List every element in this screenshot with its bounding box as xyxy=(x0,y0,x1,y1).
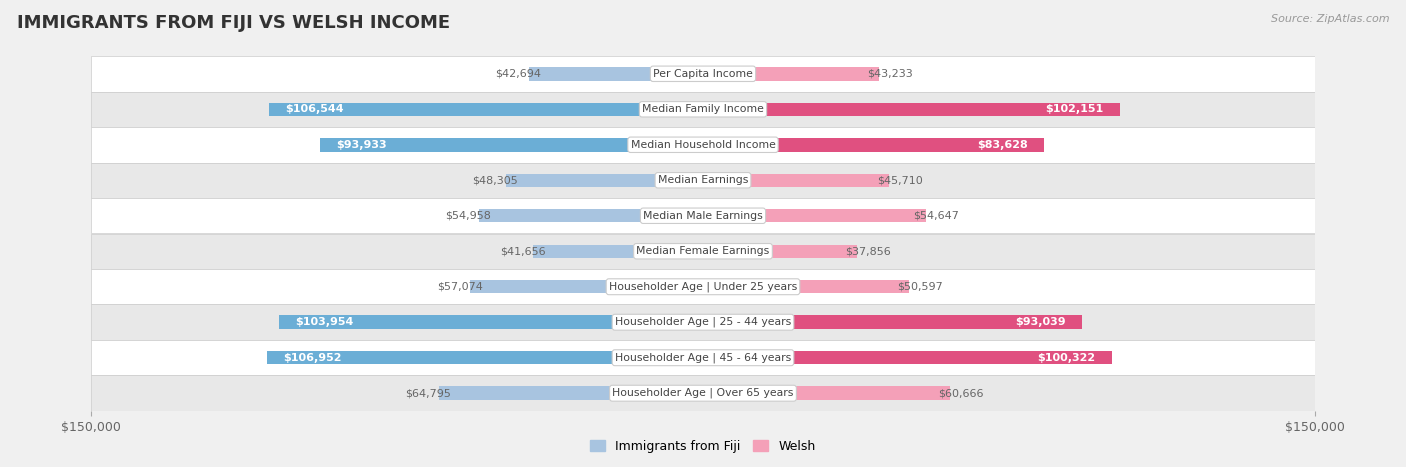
Bar xyxy=(703,387,950,400)
Bar xyxy=(529,67,703,80)
Bar xyxy=(703,280,910,293)
Bar xyxy=(533,245,703,258)
Legend: Immigrants from Fiji, Welsh: Immigrants from Fiji, Welsh xyxy=(585,435,821,458)
Text: $103,954: $103,954 xyxy=(295,317,354,327)
Text: $37,856: $37,856 xyxy=(845,246,891,256)
Text: Householder Age | 25 - 44 years: Householder Age | 25 - 44 years xyxy=(614,317,792,327)
Text: $42,694: $42,694 xyxy=(495,69,541,79)
Bar xyxy=(91,56,1315,92)
Text: $106,952: $106,952 xyxy=(283,353,342,363)
Bar xyxy=(703,138,1045,151)
Text: $83,628: $83,628 xyxy=(977,140,1028,150)
Text: $93,933: $93,933 xyxy=(336,140,387,150)
Text: Median Male Earnings: Median Male Earnings xyxy=(643,211,763,221)
Text: $41,656: $41,656 xyxy=(499,246,546,256)
Bar xyxy=(470,280,703,293)
Bar xyxy=(91,163,1315,198)
Bar xyxy=(280,316,703,329)
Bar xyxy=(91,269,1315,304)
Bar xyxy=(703,209,925,222)
Text: IMMIGRANTS FROM FIJI VS WELSH INCOME: IMMIGRANTS FROM FIJI VS WELSH INCOME xyxy=(17,14,450,32)
Text: $93,039: $93,039 xyxy=(1015,317,1066,327)
Text: Median Female Earnings: Median Female Earnings xyxy=(637,246,769,256)
Text: $102,151: $102,151 xyxy=(1045,104,1104,114)
Text: Householder Age | 45 - 64 years: Householder Age | 45 - 64 years xyxy=(614,353,792,363)
Text: Source: ZipAtlas.com: Source: ZipAtlas.com xyxy=(1271,14,1389,24)
Text: Median Earnings: Median Earnings xyxy=(658,175,748,185)
Bar xyxy=(703,174,890,187)
Text: Householder Age | Under 25 years: Householder Age | Under 25 years xyxy=(609,282,797,292)
Bar xyxy=(439,387,703,400)
Text: $57,074: $57,074 xyxy=(437,282,482,292)
Bar xyxy=(703,351,1112,364)
Bar xyxy=(703,245,858,258)
Text: Median Household Income: Median Household Income xyxy=(630,140,776,150)
Text: $64,795: $64,795 xyxy=(405,388,451,398)
Bar xyxy=(91,92,1315,127)
Bar xyxy=(91,127,1315,163)
Text: Householder Age | Over 65 years: Householder Age | Over 65 years xyxy=(612,388,794,398)
Text: $50,597: $50,597 xyxy=(897,282,943,292)
Bar xyxy=(269,103,703,116)
Text: $43,233: $43,233 xyxy=(868,69,912,79)
Text: $54,647: $54,647 xyxy=(914,211,959,221)
Text: Median Family Income: Median Family Income xyxy=(643,104,763,114)
Bar xyxy=(479,209,703,222)
Bar xyxy=(267,351,703,364)
Bar xyxy=(703,67,879,80)
Bar xyxy=(91,375,1315,411)
Bar xyxy=(91,198,1315,234)
Bar xyxy=(91,340,1315,375)
Bar xyxy=(703,103,1119,116)
Bar xyxy=(321,138,703,151)
Bar xyxy=(91,234,1315,269)
Text: $48,305: $48,305 xyxy=(472,175,519,185)
Text: $60,666: $60,666 xyxy=(938,388,984,398)
Text: $54,958: $54,958 xyxy=(446,211,491,221)
Text: $45,710: $45,710 xyxy=(877,175,922,185)
Bar xyxy=(91,304,1315,340)
Bar xyxy=(506,174,703,187)
Text: $100,322: $100,322 xyxy=(1038,353,1095,363)
Text: Per Capita Income: Per Capita Income xyxy=(652,69,754,79)
Bar xyxy=(703,316,1083,329)
Text: $106,544: $106,544 xyxy=(285,104,343,114)
